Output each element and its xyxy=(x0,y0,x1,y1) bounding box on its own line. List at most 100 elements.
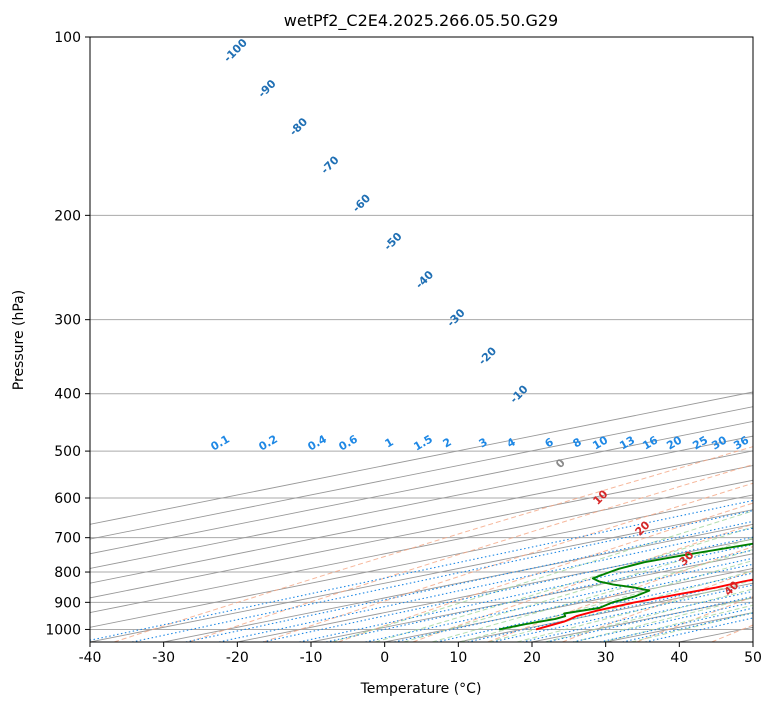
moist-adiabat-line xyxy=(460,559,753,642)
dry-adiabat-label: -10 xyxy=(507,382,530,405)
mixing-ratio-line xyxy=(572,601,753,642)
mixing-ratio-label: 8 xyxy=(571,435,584,450)
mixing-ratio-label: 13 xyxy=(617,434,637,453)
dry-adiabat-line xyxy=(113,446,753,642)
sounding-series xyxy=(498,542,753,631)
y-tick-label: 700 xyxy=(54,531,81,547)
mixing-ratio-line xyxy=(299,544,753,642)
mixing-ratio-label: 0.6 xyxy=(337,432,361,453)
isotherm-line xyxy=(237,538,753,642)
mixing-ratio-line xyxy=(218,527,753,642)
dry-adiabat-line xyxy=(711,624,753,642)
mixing-ratio-label: 36 xyxy=(731,433,751,452)
mixing-ratio-label: 16 xyxy=(640,433,660,452)
isotherm-line xyxy=(90,420,753,555)
plot-frame xyxy=(89,36,754,643)
dry-adiabat-label: -60 xyxy=(350,191,373,214)
x-tick-label: -10 xyxy=(300,650,323,666)
y-tick-label: 1000 xyxy=(45,622,81,638)
y-tick-label: 100 xyxy=(54,30,81,46)
dry-adiabat-line xyxy=(412,523,753,642)
dry-adiabat-line xyxy=(188,463,753,642)
y-axis: 100 200 300 400 500 600 700 800 900 1000 xyxy=(45,30,90,638)
y-axis-label: Pressure (hPa) xyxy=(11,290,27,390)
moist-adiabat-label: 0 xyxy=(553,456,568,471)
isotherm-line xyxy=(90,406,753,540)
dewpoint-profile-line xyxy=(498,542,753,631)
mixing-ratio-line xyxy=(546,596,753,642)
mixing-ratio-line xyxy=(645,617,753,642)
y-tick-label: 300 xyxy=(54,313,81,329)
isotherm-line xyxy=(90,391,753,525)
mixing-ratio-line xyxy=(436,572,753,642)
isotherm-line xyxy=(90,465,753,599)
mixing-ratio-line xyxy=(599,607,753,642)
mixing-ratio-label: 0.4 xyxy=(306,432,330,453)
mixing-ratio-label: 4 xyxy=(505,435,518,450)
plot-area xyxy=(90,37,753,642)
dry-adiabat-label: -80 xyxy=(287,115,310,138)
isotherm-line xyxy=(90,479,753,614)
y-tick-label: 900 xyxy=(54,595,81,611)
isotherm-line xyxy=(90,494,753,628)
dry-adiabat-line xyxy=(562,570,753,642)
dry-adiabat-label: -70 xyxy=(318,153,341,176)
x-tick-label: 10 xyxy=(449,650,467,666)
x-tick-label: -40 xyxy=(79,650,102,666)
dry-adiabat-label: -90 xyxy=(255,77,278,100)
mixing-ratio-label: 1.5 xyxy=(412,432,435,453)
mixing-ratio-label: 3 xyxy=(477,435,490,450)
x-axis: -40 -30 -20 -10 0 10 20 30 40 50 xyxy=(79,642,762,666)
mixing-ratio-label: 0.2 xyxy=(257,432,280,453)
dry-adiabat-label: -50 xyxy=(381,230,404,253)
y-tick-label: 200 xyxy=(54,208,81,224)
isotherm-line xyxy=(90,509,753,642)
dry-adiabat-label: -100 xyxy=(221,36,250,65)
x-tick-label: 30 xyxy=(597,650,615,666)
moist-adiabat-line xyxy=(403,537,753,642)
mixing-ratio-line xyxy=(325,549,753,642)
mixing-ratio-label: 2 xyxy=(441,435,454,450)
moist-adiabat-line xyxy=(488,570,753,642)
x-axis-label: Temperature (°C) xyxy=(360,681,482,697)
mixing-ratio-label: 0.1 xyxy=(209,432,232,453)
moist-adiabat-line xyxy=(545,588,753,642)
mixing-ratio-line xyxy=(185,520,753,642)
moist-adiabat-line xyxy=(573,596,753,642)
x-tick-label: 50 xyxy=(744,650,762,666)
dry-adiabat-label: -40 xyxy=(413,268,436,291)
isotherm-line xyxy=(90,450,753,584)
moist-adiabat-label: 20 xyxy=(633,518,653,538)
x-tick-label: -30 xyxy=(152,650,175,666)
dry-adiabat-line xyxy=(636,596,753,642)
dry-adiabat-label: -30 xyxy=(444,306,467,329)
mixing-ratio-line xyxy=(262,536,753,642)
isotherm-line xyxy=(90,435,753,569)
dry-adiabat-line xyxy=(487,546,753,642)
mixing-ratio-label: 30 xyxy=(709,433,729,452)
mixing-ratio-line xyxy=(622,612,753,642)
dry-adiabat-line xyxy=(263,482,753,642)
y-tick-label: 800 xyxy=(54,565,81,581)
isotherm-line xyxy=(384,568,753,642)
x-tick-label: 20 xyxy=(523,650,541,666)
moist-adiabat-line xyxy=(516,579,753,642)
x-tick-label: -20 xyxy=(226,650,249,666)
dry-adiabat-label: -20 xyxy=(476,344,499,367)
temperature-profile-line xyxy=(535,578,753,631)
moist-adiabat-line xyxy=(431,549,753,642)
y-tick-label: 400 xyxy=(54,387,81,403)
moist-adiabat-line xyxy=(332,510,753,642)
mixing-ratio-label: 25 xyxy=(690,434,710,453)
y-tick-label: 600 xyxy=(54,491,81,507)
moist-adiabat-label: 40 xyxy=(722,578,742,598)
y-tick-label: 500 xyxy=(54,444,81,460)
x-tick-label: 40 xyxy=(670,650,688,666)
isotherm-line xyxy=(752,641,753,642)
mixing-ratio-line xyxy=(131,510,753,642)
mixing-ratio-label: 1 xyxy=(383,435,396,450)
x-tick-label: 0 xyxy=(380,650,389,666)
mixing-ratio-label: 20 xyxy=(664,433,684,452)
mixing-ratio-line xyxy=(90,499,753,641)
